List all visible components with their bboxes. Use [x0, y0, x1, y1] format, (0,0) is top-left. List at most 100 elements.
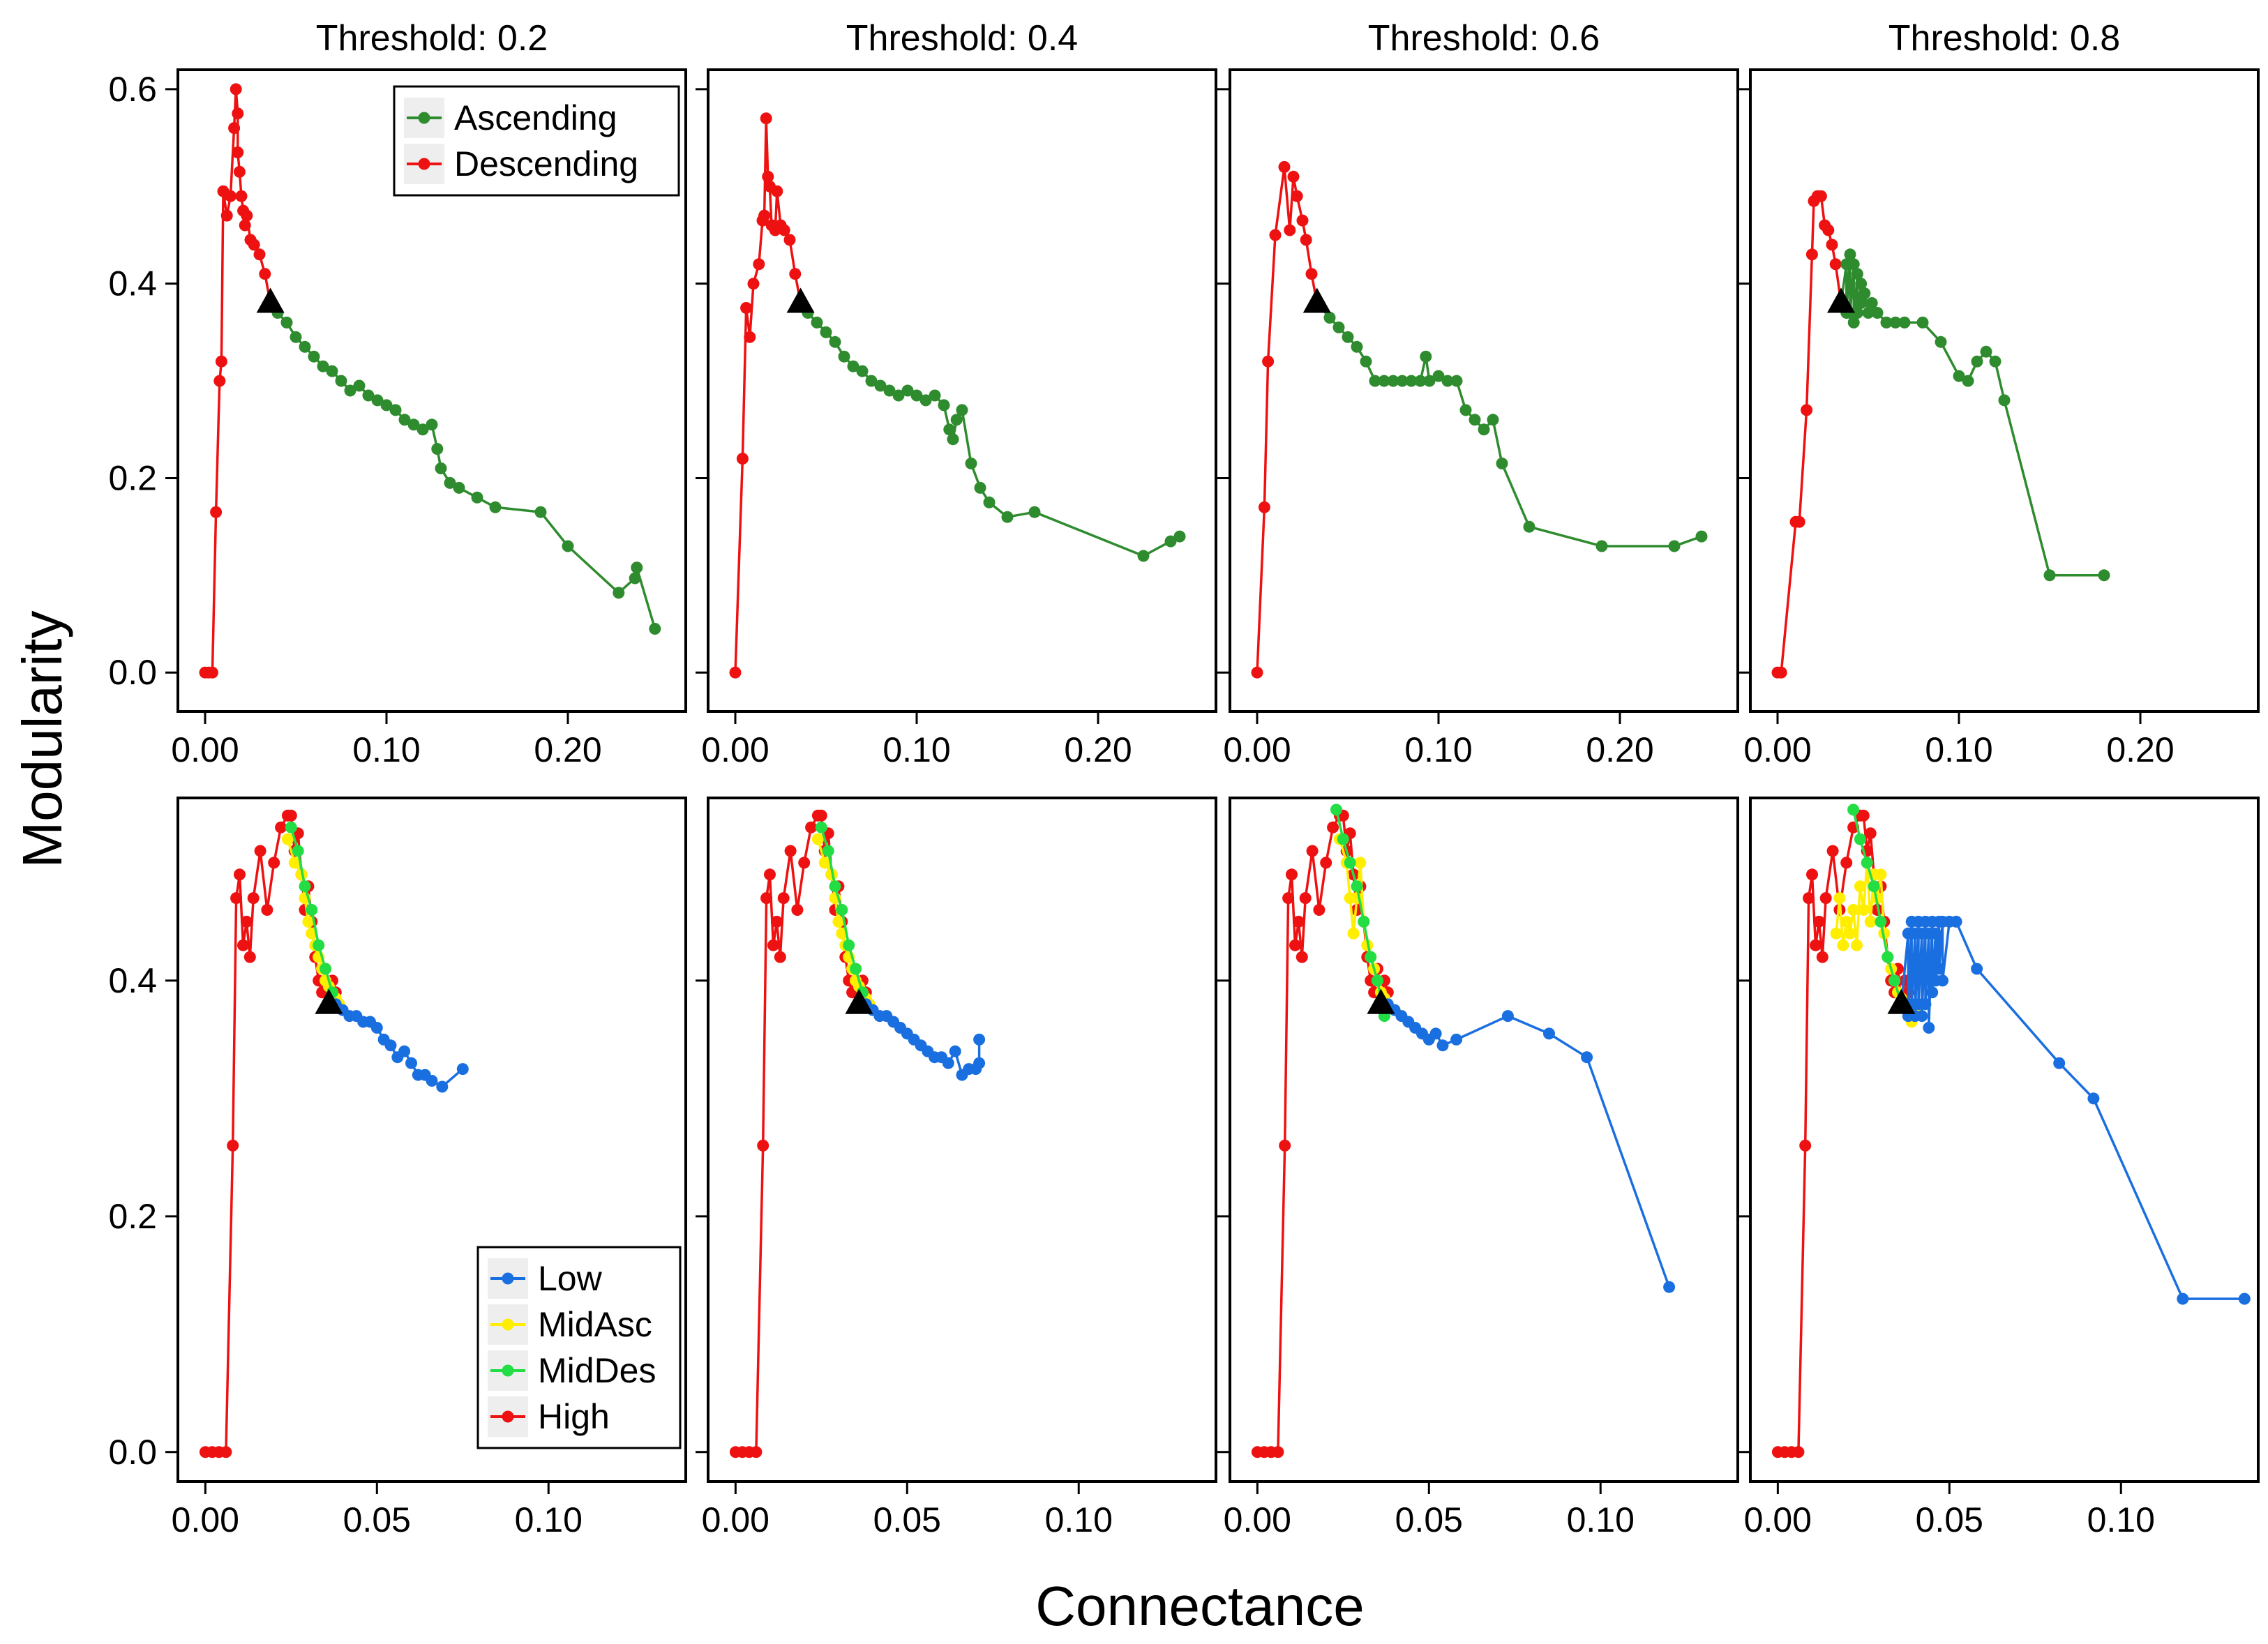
data-point [764, 868, 776, 881]
data-point [1332, 321, 1345, 333]
start-marker [1367, 988, 1395, 1014]
data-point [1695, 530, 1708, 543]
panel-3: Threshold: 0.6 0.00 0.10 0.20 [1217, 18, 1739, 769]
data-point [770, 915, 783, 928]
data-point [240, 915, 253, 928]
data-point [757, 1139, 769, 1152]
series-descending [1771, 190, 1847, 679]
legend-key-point [502, 1318, 514, 1331]
data-point [220, 1446, 232, 1458]
data-point [313, 939, 325, 951]
data-point [910, 389, 923, 402]
panel-frame [177, 68, 687, 713]
data-point [241, 209, 253, 222]
data-point [760, 892, 773, 905]
data-point [1844, 248, 1856, 261]
legend-label-middes: MidDes [538, 1351, 656, 1390]
data-point [306, 904, 318, 916]
data-point [407, 418, 420, 431]
x-tick-label: 0.20 [534, 730, 601, 769]
data-point [320, 963, 331, 975]
panel-6: 0.00 0.05 0.10 [696, 797, 1217, 1539]
data-point [444, 476, 456, 489]
x-tick-label: 0.10 [883, 730, 950, 769]
data-point [1354, 857, 1367, 869]
data-point [2177, 1292, 2189, 1305]
y-tick-label: 0.0 [108, 1433, 157, 1472]
data-point [1369, 375, 1381, 387]
x-tick-label: 0.00 [1743, 730, 1811, 769]
data-point [767, 939, 779, 951]
start-marker [256, 287, 285, 313]
series-line [799, 302, 1180, 557]
data-point [1001, 511, 1014, 523]
y-tick-label: 0.2 [108, 1197, 157, 1236]
data-point [1864, 827, 1877, 840]
data-point [843, 939, 855, 951]
data-point [1816, 951, 1828, 963]
data-point [1306, 845, 1319, 857]
data-point [2087, 1092, 2100, 1105]
data-point [362, 389, 375, 402]
data-point [1423, 375, 1436, 387]
data-point [1450, 375, 1463, 387]
data-point [1286, 868, 1298, 881]
x-tick-label: 0.10 [515, 1500, 583, 1539]
data-point [847, 360, 859, 372]
data-point [1857, 809, 1870, 822]
data-point [1980, 345, 1992, 358]
data-point [1998, 394, 2011, 407]
data-point [1287, 170, 1300, 183]
data-point [1365, 951, 1377, 963]
data-point [426, 418, 438, 431]
data-point [317, 360, 329, 372]
data-point [1292, 915, 1305, 928]
data-point [1137, 550, 1150, 562]
data-point [818, 857, 831, 869]
data-point [281, 833, 294, 845]
data-point [1826, 239, 1838, 251]
x-tick-label: 0.00 [1223, 730, 1291, 769]
data-point [811, 833, 824, 845]
data-point [1851, 939, 1863, 951]
data-point [1251, 666, 1263, 679]
data-point [562, 540, 574, 552]
data-point [1854, 880, 1866, 893]
data-point [874, 379, 887, 392]
data-point [1889, 316, 1902, 329]
x-tick-label: 0.20 [1586, 730, 1653, 769]
panel-frame [707, 797, 1217, 1483]
data-point [1858, 287, 1871, 300]
data-point [744, 331, 756, 343]
series-high [1251, 809, 1394, 1458]
data-point [1806, 868, 1818, 881]
data-point [1933, 963, 1945, 975]
data-point [1919, 998, 1932, 1011]
legend-label-high: High [538, 1397, 610, 1436]
data-point [631, 561, 643, 574]
data-point [1501, 1010, 1514, 1023]
legend-low-mid-high: Low MidAsc MidDes High [476, 1246, 682, 1449]
x-tick-label: 0.00 [171, 730, 239, 769]
x-tick-label: 0.00 [1224, 1500, 1291, 1539]
data-point [805, 821, 818, 834]
data-point [856, 365, 869, 377]
start-marker [1827, 287, 1855, 313]
data-point [974, 481, 986, 494]
data-point [1378, 375, 1390, 387]
data-point [1581, 1051, 1593, 1064]
data-point [778, 224, 790, 236]
panel-7: 0.00 0.05 0.10 [1217, 797, 1739, 1539]
data-point [308, 350, 320, 363]
data-point [774, 951, 786, 963]
data-point [1543, 1027, 1555, 1040]
data-point [865, 375, 878, 387]
data-point [285, 821, 297, 834]
panel-frame [707, 68, 1217, 713]
x-tick-label: 0.10 [1404, 730, 1472, 769]
data-point [1833, 892, 1846, 905]
data-point [815, 809, 827, 822]
data-point [453, 481, 465, 494]
data-point [215, 355, 227, 368]
y-tick-label: 0.4 [108, 264, 157, 303]
